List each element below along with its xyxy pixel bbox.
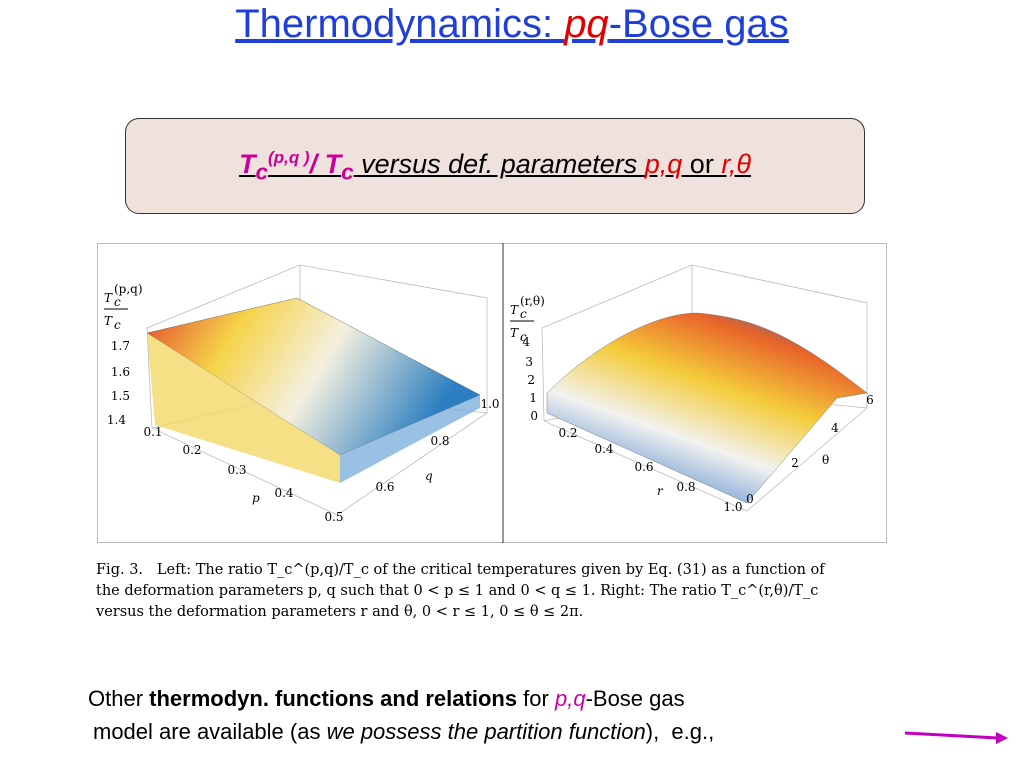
params: p,q bbox=[644, 149, 690, 179]
italic-text: we possess the partition function bbox=[326, 719, 646, 744]
subtitle-box bbox=[125, 118, 865, 214]
z-tick-label: 1 bbox=[529, 391, 537, 405]
text: for bbox=[517, 686, 555, 711]
superscript: (p,q ) bbox=[268, 148, 310, 167]
y-tick-label: 2 bbox=[791, 456, 799, 470]
params: r,θ bbox=[721, 149, 751, 179]
z-tick-label: 3 bbox=[525, 355, 533, 369]
caption-line: the deformation parameters p, q such tha… bbox=[96, 583, 819, 599]
label-symbol: T bbox=[104, 314, 113, 328]
label-symbol: T bbox=[104, 291, 113, 305]
text: or bbox=[689, 149, 722, 179]
z-tick-label: 1.6 bbox=[111, 365, 130, 379]
y-tick-label: 4 bbox=[831, 421, 839, 435]
axis-label: q bbox=[425, 469, 433, 483]
surface bbox=[546, 312, 868, 504]
z-tick-label: 1.7 bbox=[111, 339, 130, 353]
text: model are available (as bbox=[93, 719, 327, 744]
z-tick-label: 0 bbox=[530, 409, 538, 423]
text: Other bbox=[88, 686, 150, 711]
caption-line: Fig. 3. Left: The ratio T_c^(p,q)/T_c of… bbox=[96, 562, 825, 578]
text: -Bose gas bbox=[585, 686, 685, 711]
y-tick-label: 0 bbox=[746, 492, 754, 506]
label-sup: (r,θ) bbox=[520, 294, 545, 308]
y-tick-label: 0.8 bbox=[430, 434, 449, 448]
label-sub: c bbox=[520, 330, 527, 344]
x-tick-label: 0.3 bbox=[227, 463, 246, 477]
params: p,q bbox=[554, 686, 586, 711]
axis-label: p bbox=[252, 491, 260, 505]
label-symbol: T bbox=[510, 326, 519, 340]
figure: 1.7 1.6 1.5 1.4 0.1 0.2 0.3 0.4 0.5 0.6 0.8 1.0 p q T c… bbox=[97, 243, 887, 543]
axis-label: θ bbox=[822, 453, 829, 467]
y-tick-label: 1.0 bbox=[480, 397, 499, 411]
z-tick-label: 2 bbox=[527, 373, 535, 387]
z-tick-label: 1.4 bbox=[107, 413, 126, 427]
title: Thermodynamics: pq-Bose gas bbox=[0, 2, 1024, 47]
title-text: -Bose gas bbox=[608, 2, 789, 46]
x-tick-label: 0.1 bbox=[143, 425, 162, 439]
caption-line: versus the deformation parameters r and … bbox=[96, 604, 584, 620]
z-tick-label: 4 bbox=[522, 335, 530, 349]
title-text: Thermodynamics: bbox=[235, 2, 565, 46]
z-tick-label: 1.5 bbox=[111, 389, 130, 403]
footer-line: Other thermodyn. functions and relations… bbox=[88, 686, 685, 712]
text: ), e.g., bbox=[645, 719, 715, 744]
x-tick-label: 0.2 bbox=[182, 443, 201, 457]
x-tick-label: 0.8 bbox=[676, 480, 695, 494]
y-tick-label: 6 bbox=[866, 393, 874, 407]
x-tick-label: 1.0 bbox=[723, 500, 742, 514]
x-tick-label: 0.5 bbox=[324, 510, 343, 524]
subscript: c bbox=[341, 159, 354, 185]
label-sub: c bbox=[114, 318, 121, 332]
arrow bbox=[904, 731, 1008, 744]
title-italic: pq bbox=[564, 2, 609, 46]
label-sup: (p,q) bbox=[114, 282, 143, 296]
surface-side bbox=[340, 395, 480, 483]
x-tick-label: 0.4 bbox=[274, 486, 293, 500]
label-symbol: T bbox=[510, 303, 519, 317]
axis-label: r bbox=[657, 484, 664, 498]
x-tick-label: 0.2 bbox=[558, 426, 577, 440]
symbol: T bbox=[324, 149, 342, 179]
label-sub: c bbox=[114, 295, 121, 309]
x-tick-label: 0.4 bbox=[594, 442, 613, 456]
label-sub: c bbox=[520, 307, 527, 321]
surface-side bbox=[147, 333, 340, 483]
symbol: T bbox=[239, 149, 256, 179]
subtitle: Tc(p,q )/ Tc versus def. parameters p,q … bbox=[125, 148, 865, 185]
bold-text: thermodyn. functions and relations bbox=[149, 686, 518, 711]
x-tick-label: 0.6 bbox=[634, 460, 653, 474]
subscript: c bbox=[255, 159, 269, 185]
footer-line: model are available (as we possess the p… bbox=[93, 719, 714, 745]
text: versus def. parameters bbox=[353, 149, 645, 179]
y-tick-label: 0.6 bbox=[375, 480, 394, 494]
symbol: / bbox=[309, 149, 325, 179]
